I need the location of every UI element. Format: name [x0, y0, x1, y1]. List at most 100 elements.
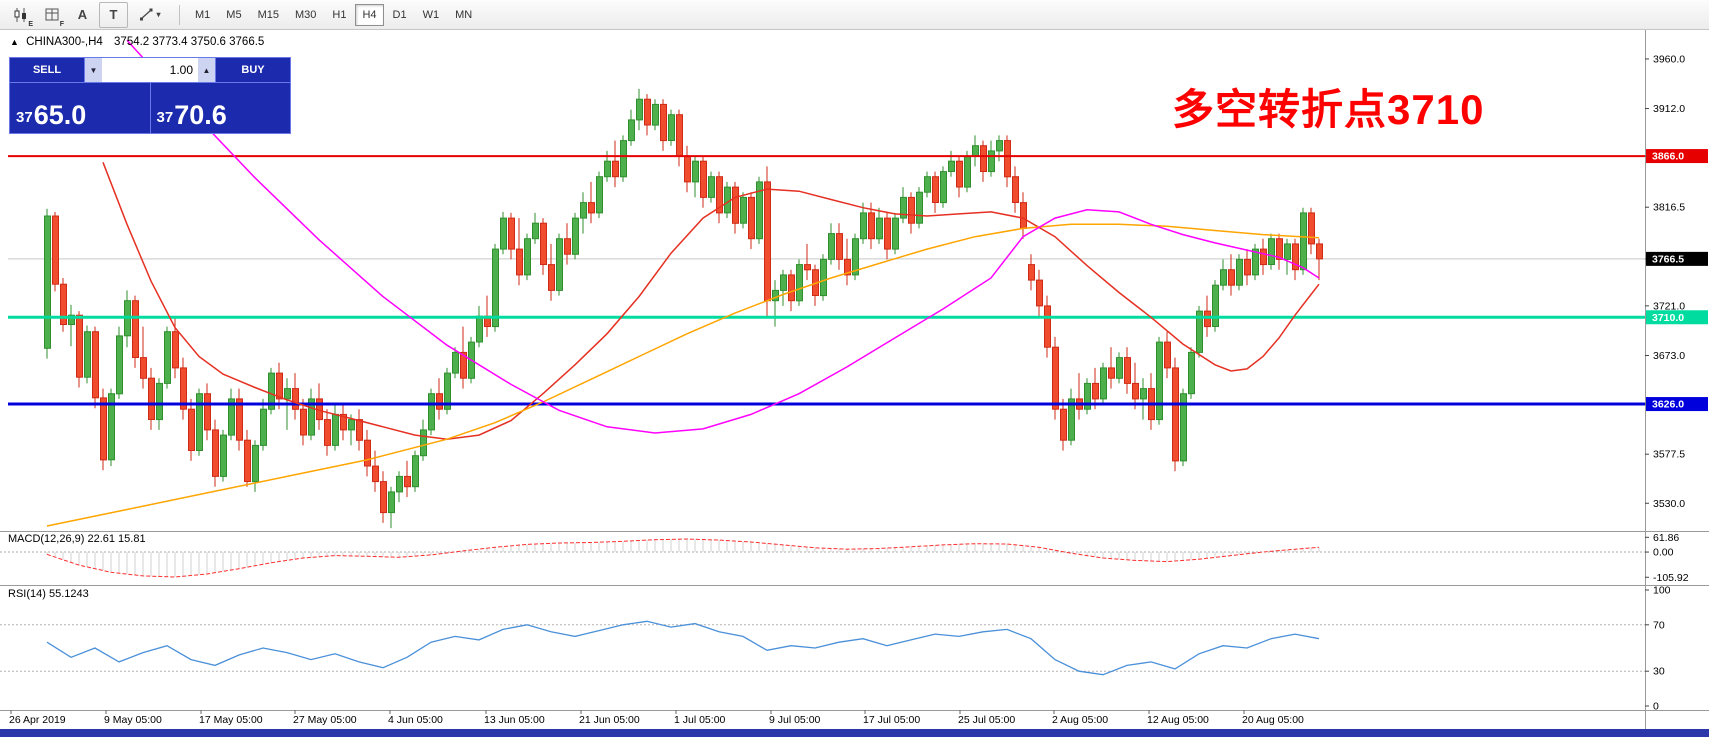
sell-price[interactable]: 37 65.0 — [10, 83, 151, 133]
candle — [492, 248, 499, 328]
price-tick-label: 3912.0 — [1653, 103, 1685, 115]
candle — [596, 176, 603, 214]
candle — [644, 98, 651, 126]
candle — [1028, 264, 1035, 281]
buy-button[interactable]: BUY — [215, 57, 291, 83]
candle — [972, 145, 979, 157]
timeframe-h4-button[interactable]: H4 — [355, 3, 384, 26]
candle — [372, 465, 379, 483]
candle — [1244, 258, 1251, 276]
candle — [1300, 212, 1307, 271]
price-tick-label: 3721.0 — [1653, 300, 1685, 312]
macd-indicator-label: MACD(12,26,9) 22.61 15.81 — [8, 533, 146, 545]
candle — [292, 388, 299, 410]
price-badge — [1646, 397, 1708, 412]
price-axis[interactable] — [1645, 30, 1709, 710]
price-badge-label: 3766.5 — [1652, 253, 1684, 265]
candle — [132, 300, 139, 359]
order-controls-row: SELL ▼ ▲ BUY — [9, 57, 291, 83]
candle — [1204, 310, 1211, 328]
toolbar-separator — [179, 4, 180, 25]
collapse-panel-icon[interactable]: ▲ — [10, 37, 19, 47]
chart-text-annotation[interactable]: 多空转折点3710 — [1172, 86, 1485, 133]
candle — [412, 455, 419, 488]
price-tick-label: 3816.5 — [1653, 202, 1685, 214]
candle — [1140, 388, 1147, 400]
candle — [108, 393, 115, 461]
drawing-tools-button[interactable]: ▾ — [130, 2, 170, 28]
candle — [860, 212, 867, 240]
candle — [436, 393, 443, 410]
time-axis[interactable] — [0, 710, 1645, 729]
candle — [1084, 382, 1091, 410]
candle — [532, 222, 539, 240]
volume-increase-button[interactable]: ▲ — [198, 58, 215, 82]
text-tool-button[interactable]: A — [68, 2, 97, 28]
sell-price-prefix: 37 — [16, 108, 33, 126]
candle — [1228, 269, 1235, 286]
timeframe-m5-button[interactable]: M5 — [219, 4, 248, 26]
timeframe-m1-button[interactable]: M1 — [188, 4, 217, 26]
candle — [1020, 202, 1027, 229]
volume-input[interactable] — [102, 58, 198, 82]
chart-symbol-header: ▲ CHINA300-,H4 3754.2 3773.4 3750.6 3766… — [10, 36, 264, 48]
candle — [524, 238, 531, 276]
macd-signal-line — [46, 538, 1320, 578]
timeframe-m15-button[interactable]: M15 — [251, 4, 286, 26]
candle — [1124, 357, 1131, 384]
candle — [868, 212, 875, 240]
candle — [1060, 408, 1067, 441]
candle — [332, 413, 339, 446]
timeframe-mn-button[interactable]: MN — [448, 4, 479, 26]
ma-line-slower-magenta — [126, 39, 1320, 434]
template-tool-button[interactable]: T — [99, 1, 128, 28]
buy-price[interactable]: 37 70.6 — [151, 83, 291, 133]
candle — [508, 217, 515, 250]
candle — [1316, 243, 1323, 260]
time-axis-label: 9 May 05:00 — [104, 714, 162, 726]
candle — [708, 176, 715, 198]
candle — [980, 145, 987, 172]
chart-window-button[interactable]: F — [37, 2, 66, 28]
candle — [244, 439, 251, 483]
candle — [1172, 367, 1179, 462]
candle — [84, 331, 91, 378]
candle — [1284, 243, 1291, 260]
rsi-line — [46, 620, 1320, 676]
candle — [908, 196, 915, 224]
timeframe-h1-button[interactable]: H1 — [325, 4, 353, 26]
chart-style-candles-button[interactable]: E — [6, 2, 35, 28]
candle — [892, 217, 899, 250]
candle — [1100, 367, 1107, 400]
text-tool-icon: A — [77, 7, 88, 22]
candle — [204, 393, 211, 431]
price-tick-label: 3530.0 — [1653, 498, 1685, 510]
candle — [1052, 346, 1059, 410]
candle — [1012, 176, 1019, 203]
candlestick-chart-icon — [14, 7, 26, 22]
candle — [356, 419, 363, 441]
candle — [340, 413, 347, 431]
candle — [916, 191, 923, 224]
timeframe-m30-button[interactable]: M30 — [288, 4, 323, 26]
candle — [252, 444, 259, 483]
candle — [652, 103, 659, 126]
candle — [212, 429, 219, 477]
timeframe-w1-button[interactable]: W1 — [416, 4, 447, 26]
volume-decrease-button[interactable]: ▼ — [85, 58, 102, 82]
candle — [940, 171, 947, 204]
time-axis-label: 2 Aug 05:00 — [1052, 714, 1108, 726]
candle — [540, 222, 547, 265]
candle — [636, 98, 643, 121]
candle — [876, 217, 883, 240]
candle — [556, 238, 563, 291]
sell-button[interactable]: SELL — [9, 57, 85, 83]
ma-line-slow-orange — [46, 223, 1320, 527]
candle — [1108, 367, 1115, 379]
candle — [396, 475, 403, 493]
candle — [628, 119, 635, 142]
candle — [676, 114, 683, 157]
candle — [1156, 341, 1163, 421]
timeframe-d1-button[interactable]: D1 — [386, 4, 414, 26]
